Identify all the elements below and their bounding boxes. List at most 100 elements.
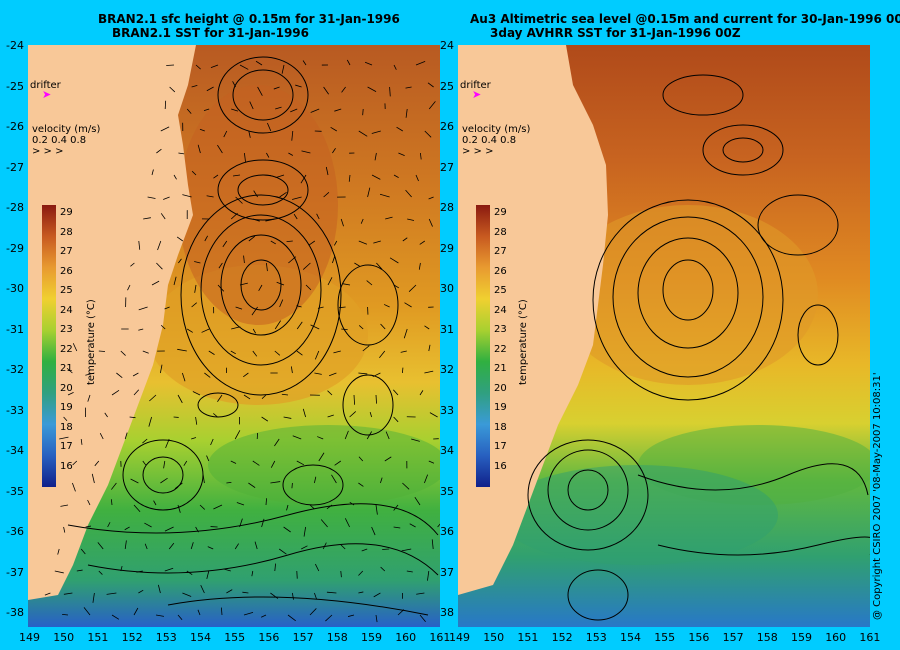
current-arrow bbox=[191, 84, 198, 88]
left-x-tick: 153 bbox=[155, 631, 177, 644]
current-arrow bbox=[373, 592, 381, 598]
current-arrow bbox=[393, 389, 399, 396]
current-arrow bbox=[340, 570, 342, 578]
current-arrow bbox=[274, 563, 276, 572]
current-arrow bbox=[281, 64, 285, 74]
current-arrow bbox=[174, 482, 183, 489]
right-title-line1: Au3 Altimetric sea level @0.15m and curr… bbox=[470, 12, 900, 26]
current-arrow bbox=[253, 218, 260, 222]
current-arrow bbox=[130, 262, 135, 267]
current-arrow bbox=[314, 563, 320, 572]
current-arrow bbox=[63, 526, 66, 533]
current-arrow bbox=[213, 174, 219, 179]
current-arrow bbox=[204, 372, 211, 378]
current-arrow bbox=[428, 101, 436, 110]
current-arrow bbox=[309, 504, 315, 510]
current-arrow bbox=[261, 416, 269, 422]
right-drifter-marker: ➤ bbox=[472, 88, 482, 101]
current-arrow bbox=[142, 460, 147, 466]
current-arrow bbox=[366, 280, 373, 286]
current-arrow bbox=[164, 567, 174, 572]
current-arrow bbox=[252, 328, 257, 334]
left-colorbar bbox=[42, 205, 56, 487]
current-arrow bbox=[138, 328, 144, 331]
current-arrow bbox=[143, 217, 151, 220]
current-arrow bbox=[326, 504, 333, 510]
current-arrow bbox=[369, 412, 372, 418]
current-arrow bbox=[317, 306, 324, 309]
right-colorbar bbox=[476, 205, 490, 487]
current-arrow bbox=[353, 394, 355, 405]
current-arrow bbox=[156, 148, 162, 154]
current-arrow bbox=[142, 438, 148, 444]
current-arrow bbox=[243, 394, 251, 400]
right-y-tick: -27 bbox=[436, 160, 454, 174]
current-arrow bbox=[63, 416, 68, 422]
current-arrow bbox=[375, 394, 377, 404]
current-arrow bbox=[286, 504, 289, 511]
current-arrow bbox=[340, 218, 344, 227]
current-arrow bbox=[120, 565, 123, 572]
current-arrow bbox=[327, 277, 333, 286]
current-arrow bbox=[364, 61, 373, 66]
current-arrow bbox=[348, 174, 351, 182]
current-arrow bbox=[213, 504, 223, 510]
current-arrow bbox=[127, 284, 131, 291]
current-arrow bbox=[111, 389, 120, 396]
current-arrow bbox=[314, 592, 317, 600]
current-arrow bbox=[279, 192, 287, 198]
right-x-tick: 154 bbox=[620, 631, 641, 644]
current-arrow bbox=[182, 194, 192, 198]
current-arrow bbox=[274, 320, 281, 330]
left-y-tick: -29 bbox=[6, 241, 24, 255]
current-arrow bbox=[375, 504, 378, 515]
left-colorbar-tick: 21 bbox=[60, 363, 73, 374]
current-arrow bbox=[362, 345, 370, 352]
right-colorbar-tick: 26 bbox=[494, 265, 507, 277]
current-arrow bbox=[138, 589, 144, 594]
current-arrow bbox=[261, 614, 267, 618]
current-arrow bbox=[402, 482, 410, 490]
copyright-notice: @ Copyright CSIRO 2007 '08-May-2007 10:0… bbox=[872, 372, 883, 620]
right-colorbar-tick: 28 bbox=[494, 226, 507, 238]
current-arrow bbox=[63, 592, 73, 595]
current-arrow bbox=[406, 570, 413, 573]
current-arrow bbox=[302, 408, 306, 418]
current-arrow bbox=[234, 543, 239, 550]
current-arrow bbox=[85, 372, 95, 376]
current-arrow bbox=[157, 240, 162, 251]
current-arrow bbox=[83, 607, 91, 616]
current-arrow bbox=[427, 570, 430, 581]
current-arrow bbox=[124, 526, 130, 531]
current-arrow bbox=[291, 130, 294, 141]
left-colorbar-tick: 25 bbox=[60, 285, 73, 296]
current-arrow bbox=[151, 280, 160, 286]
left-x-tick: 159 bbox=[361, 631, 382, 644]
current-arrow bbox=[165, 438, 170, 449]
current-arrow bbox=[206, 570, 210, 579]
current-arrow bbox=[380, 566, 386, 572]
right-y-tick: -33 bbox=[436, 403, 454, 417]
current-arrow bbox=[293, 213, 298, 220]
current-arrow bbox=[138, 240, 141, 250]
right-colorbar-title: temperature (°C) bbox=[518, 299, 529, 385]
right-y-tick: -36 bbox=[436, 525, 454, 538]
right-colorbar-tick: 19 bbox=[494, 402, 507, 413]
current-arrow bbox=[138, 306, 148, 311]
left-y-tick: -32 bbox=[6, 363, 24, 376]
current-arrow bbox=[428, 196, 434, 200]
current-arrow bbox=[424, 325, 430, 330]
current-arrow bbox=[428, 218, 433, 227]
current-arrow bbox=[72, 482, 76, 492]
current-arrow bbox=[59, 436, 69, 440]
left-x-tick: 161 bbox=[429, 631, 451, 644]
current-arrow bbox=[333, 350, 341, 354]
current-arrow bbox=[414, 496, 421, 506]
left-colorbar-tick: 22 bbox=[60, 343, 73, 355]
right-y-tick: -32 bbox=[436, 363, 454, 376]
left-x-tick: 151 bbox=[87, 631, 109, 644]
current-arrow bbox=[258, 284, 263, 291]
right-drifter-label: drifter bbox=[460, 80, 491, 91]
current-arrow bbox=[106, 592, 117, 595]
current-arrow bbox=[347, 614, 355, 617]
